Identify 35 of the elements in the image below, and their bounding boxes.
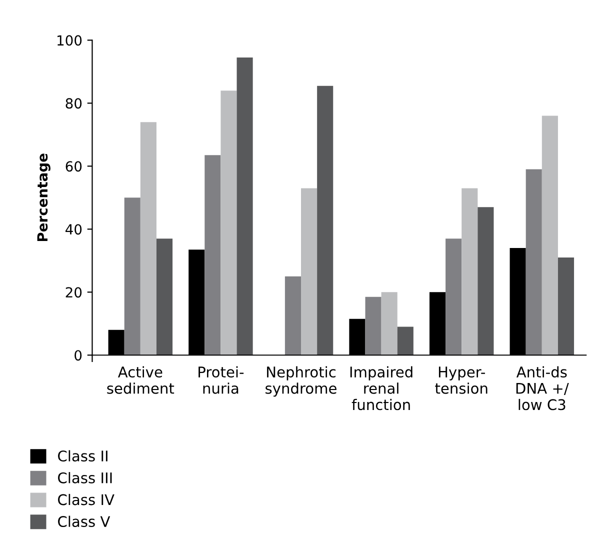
y-axis-title: Percentage <box>37 154 50 242</box>
bar <box>397 326 414 356</box>
bar <box>446 238 462 356</box>
bar <box>478 207 494 356</box>
y-tick-label: 100 <box>58 35 82 46</box>
y-tick-label: 80 <box>66 98 82 109</box>
bar <box>236 58 253 356</box>
bar <box>284 276 302 356</box>
y-tick-label: 20 <box>66 287 82 298</box>
x-tick-label: Hyper- tension <box>435 366 488 394</box>
bar <box>365 296 382 356</box>
bar <box>542 116 558 356</box>
bar <box>220 90 237 356</box>
y-tick-label: 60 <box>66 161 82 172</box>
bar <box>381 292 398 356</box>
x-tick-label: Anti-ds DNA +/ low C3 <box>516 366 569 410</box>
bar <box>526 169 542 356</box>
bar <box>204 155 221 356</box>
x-tick-label: Nephrotic syndrome <box>266 366 336 397</box>
bar <box>140 122 156 356</box>
y-tick-label: 40 <box>66 224 82 235</box>
bar <box>462 188 478 356</box>
bar <box>317 86 334 356</box>
legend-label: Class III <box>58 472 112 484</box>
x-tick-label: Active sediment <box>107 366 174 394</box>
legend-label: Class V <box>58 516 110 528</box>
x-tick-label: Protei- nuria <box>198 366 244 394</box>
bar <box>301 188 318 356</box>
legend-label: Class IV <box>58 494 114 506</box>
bar <box>156 238 173 356</box>
legend-label: Class II <box>58 450 108 462</box>
bar <box>558 257 574 356</box>
bar <box>124 198 140 356</box>
y-tick-label: 0 <box>74 350 82 361</box>
x-tick-label: Impaired renal function <box>350 366 412 410</box>
